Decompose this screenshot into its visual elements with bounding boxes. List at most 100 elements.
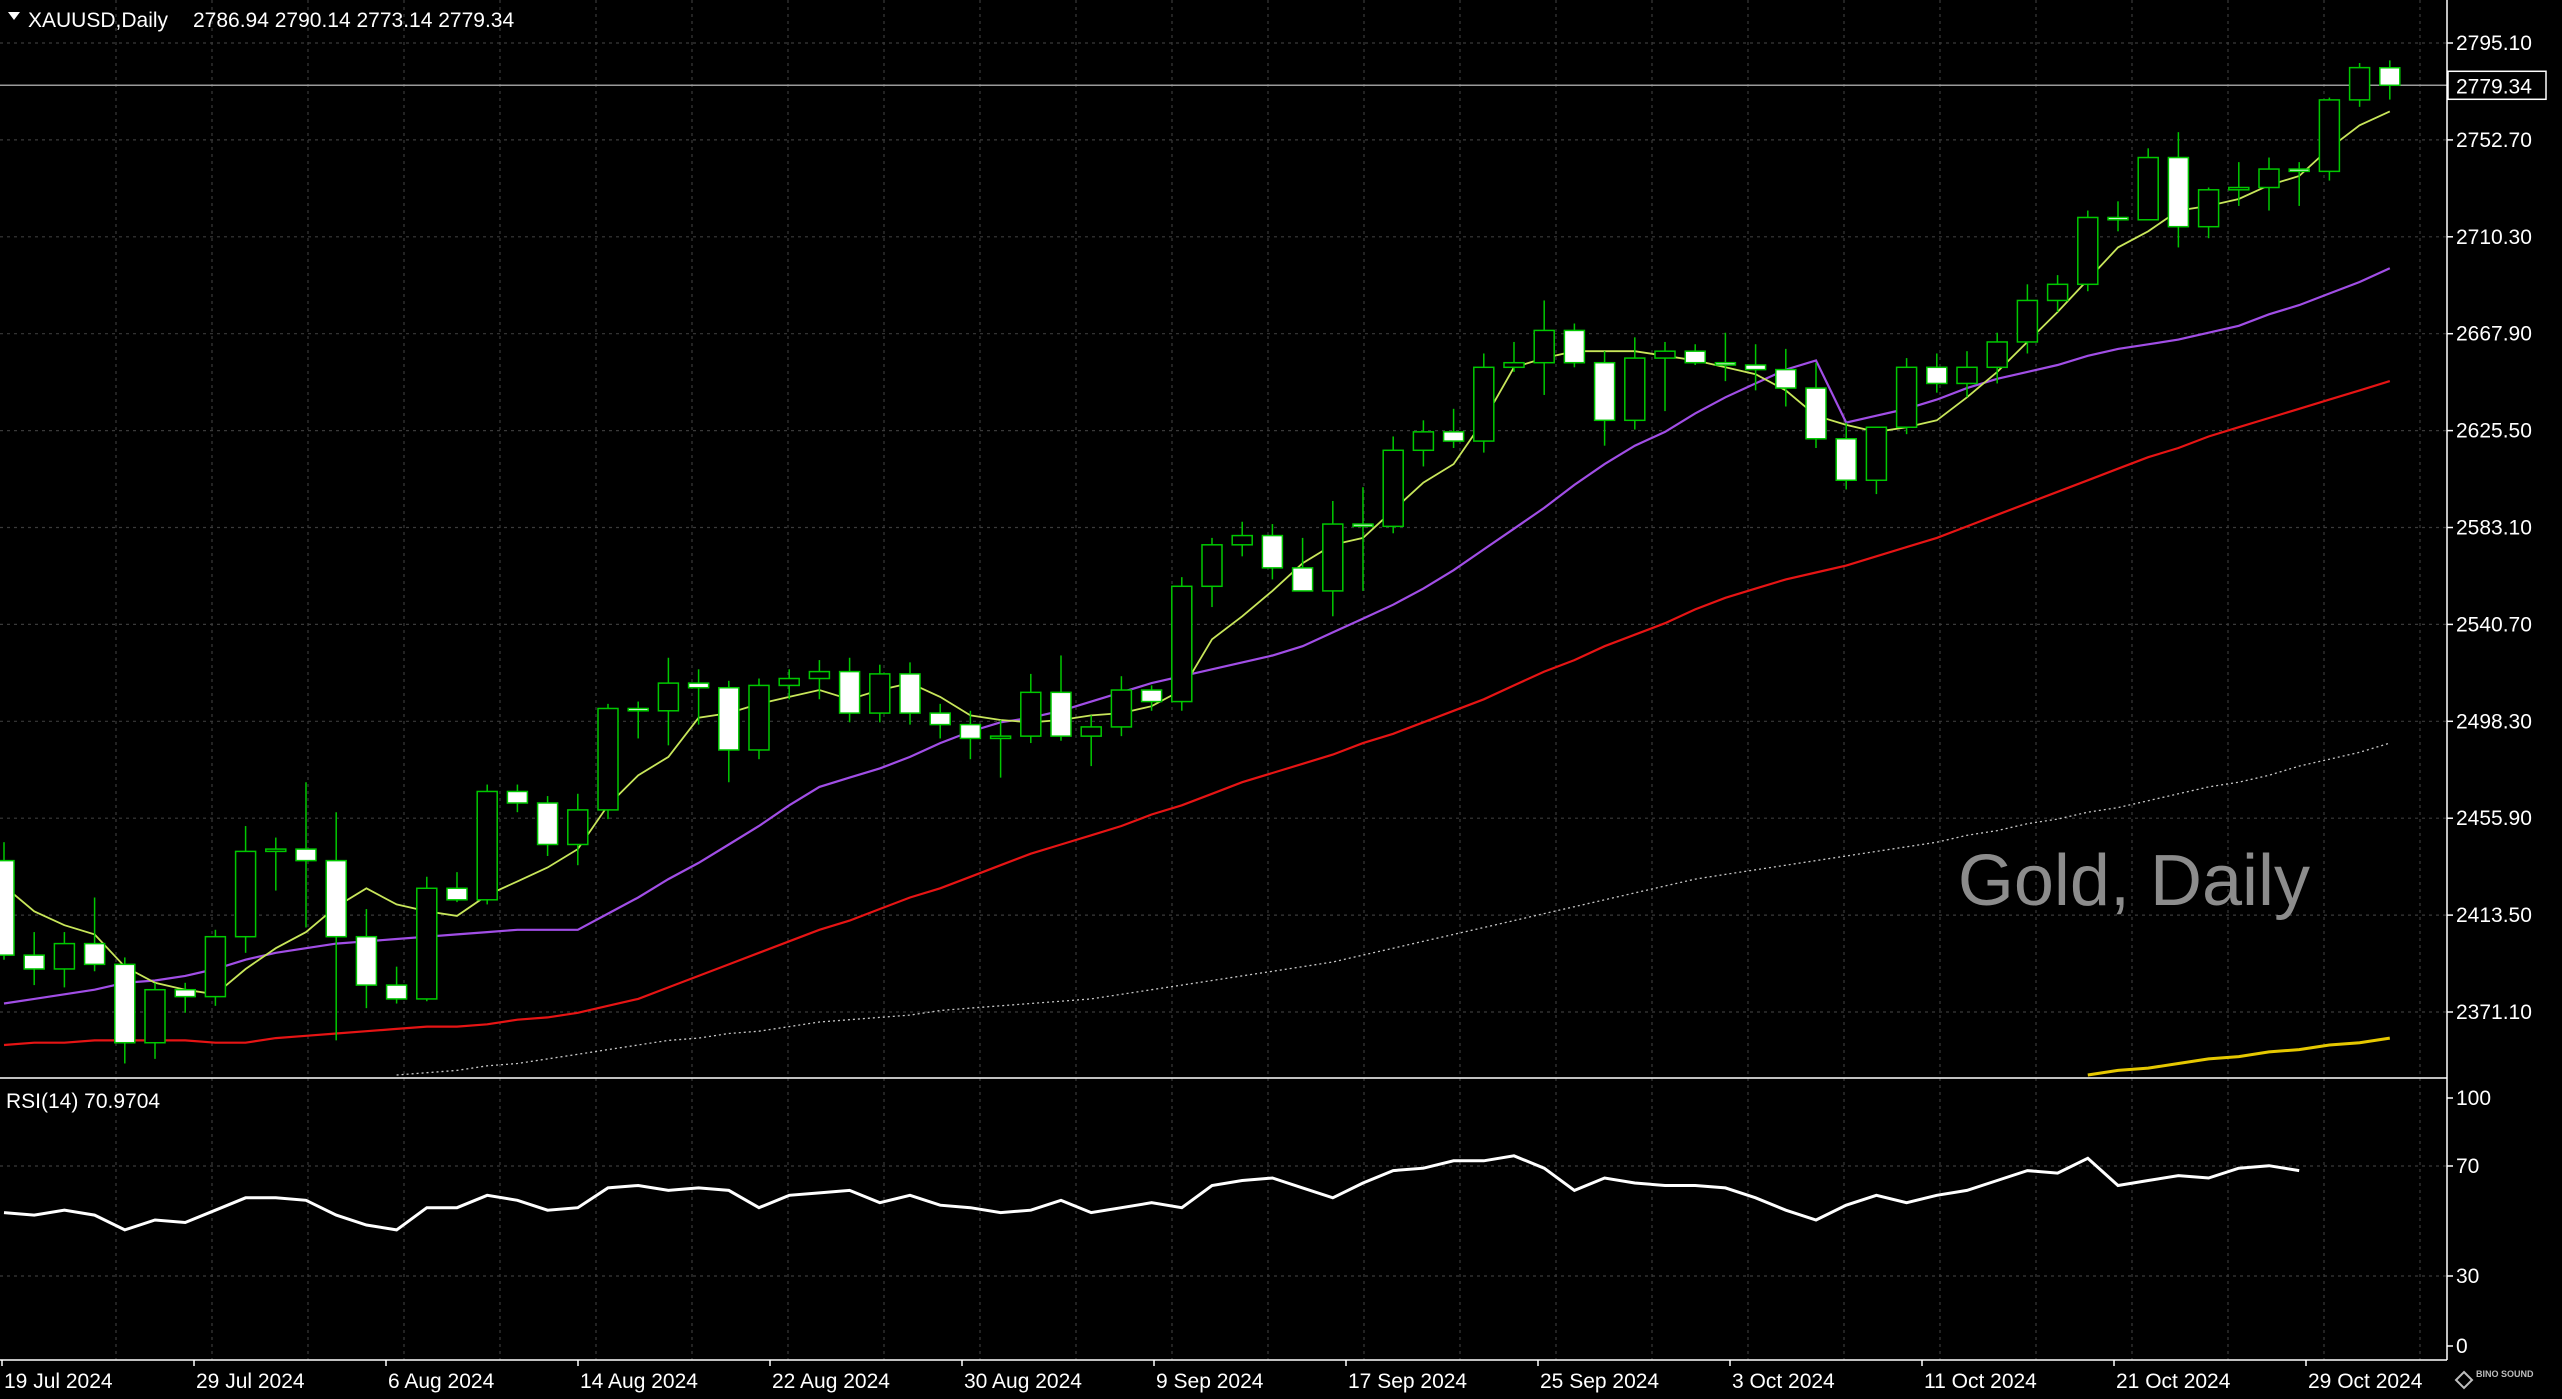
date-tick-label: 25 Sep 2024 bbox=[1540, 1370, 1659, 1393]
candle[interactable] bbox=[1020, 673, 1042, 744]
candle[interactable] bbox=[1473, 353, 1495, 453]
candle[interactable] bbox=[989, 720, 1012, 778]
candle[interactable] bbox=[53, 932, 76, 988]
candle[interactable] bbox=[265, 837, 287, 891]
candle[interactable] bbox=[234, 826, 257, 953]
rsi-panel[interactable] bbox=[3, 1154, 2300, 1232]
candle[interactable] bbox=[2379, 60, 2401, 100]
candle[interactable] bbox=[536, 796, 559, 857]
candle[interactable] bbox=[2228, 162, 2250, 206]
candle[interactable] bbox=[1382, 436, 1404, 534]
candle[interactable] bbox=[657, 657, 680, 746]
candle[interactable] bbox=[959, 710, 982, 760]
candle-body-bear bbox=[295, 848, 317, 862]
candle[interactable] bbox=[83, 897, 106, 972]
candle[interactable] bbox=[1714, 332, 1737, 382]
candle[interactable] bbox=[325, 812, 347, 1041]
candle[interactable] bbox=[1956, 351, 1978, 398]
candle[interactable] bbox=[597, 703, 619, 820]
candle[interactable] bbox=[385, 966, 408, 1004]
candle[interactable] bbox=[838, 657, 861, 723]
candle[interactable] bbox=[1080, 715, 1102, 767]
candle-body-bear bbox=[23, 954, 45, 970]
candle[interactable] bbox=[748, 678, 770, 760]
candle[interactable] bbox=[1352, 487, 1374, 591]
candle[interactable] bbox=[1986, 332, 2008, 384]
candle[interactable] bbox=[929, 703, 951, 739]
candle[interactable] bbox=[1412, 420, 1435, 467]
candle[interactable] bbox=[1261, 524, 1284, 580]
grid bbox=[0, 0, 2447, 1360]
candle[interactable] bbox=[2258, 157, 2280, 211]
candle-body-bull bbox=[2348, 66, 2371, 101]
candle[interactable] bbox=[1926, 353, 1948, 393]
candle[interactable] bbox=[23, 932, 45, 986]
candle-body-bear bbox=[1291, 567, 1314, 592]
candle[interactable] bbox=[567, 793, 589, 866]
candle[interactable] bbox=[808, 660, 831, 700]
candle[interactable] bbox=[1231, 521, 1253, 557]
candle[interactable] bbox=[1442, 408, 1465, 448]
candle-body-bear bbox=[325, 859, 347, 938]
candle[interactable] bbox=[295, 782, 317, 928]
candle[interactable] bbox=[144, 982, 166, 1059]
candle[interactable] bbox=[627, 701, 649, 739]
candle-body-bear bbox=[1442, 431, 1465, 442]
candle[interactable] bbox=[1291, 537, 1314, 592]
candle[interactable] bbox=[416, 876, 438, 1002]
candle[interactable] bbox=[2288, 162, 2310, 206]
candle-body-bull bbox=[2197, 189, 2220, 228]
candle[interactable] bbox=[1865, 426, 1888, 495]
candle[interactable] bbox=[446, 872, 468, 903]
dropdown-triangle-icon[interactable] bbox=[8, 12, 20, 20]
candle[interactable] bbox=[718, 680, 740, 783]
candle[interactable] bbox=[1744, 344, 1767, 391]
candle[interactable] bbox=[778, 669, 800, 700]
candle[interactable] bbox=[1140, 685, 1163, 711]
candle[interactable] bbox=[1201, 537, 1223, 608]
candle[interactable] bbox=[355, 909, 378, 1009]
candle[interactable] bbox=[1563, 323, 1586, 368]
candle[interactable] bbox=[2197, 187, 2220, 239]
candle[interactable] bbox=[1684, 344, 1706, 365]
candle[interactable] bbox=[1593, 351, 1616, 446]
candle-body-bull bbox=[567, 809, 589, 846]
candle[interactable] bbox=[174, 982, 196, 1013]
candle[interactable] bbox=[899, 662, 921, 725]
candle[interactable] bbox=[2107, 201, 2129, 232]
candle[interactable] bbox=[1503, 341, 1525, 372]
candle[interactable] bbox=[2077, 210, 2099, 292]
price-tick-label: 2667.90 bbox=[2456, 323, 2532, 346]
candle[interactable] bbox=[1322, 501, 1344, 617]
candle[interactable] bbox=[114, 957, 136, 1064]
logo: BINO SOUND bbox=[2454, 1369, 2534, 1390]
candle[interactable] bbox=[1805, 362, 1827, 448]
date-tick-label: 21 Oct 2024 bbox=[2116, 1370, 2231, 1393]
candle[interactable] bbox=[1171, 577, 1193, 711]
candle[interactable] bbox=[1895, 358, 1918, 435]
candle[interactable] bbox=[506, 784, 529, 813]
candle[interactable] bbox=[0, 842, 15, 960]
candle[interactable] bbox=[869, 664, 891, 723]
candle[interactable] bbox=[2046, 275, 2069, 312]
candle[interactable] bbox=[2318, 97, 2341, 181]
candle-body-bull bbox=[1171, 585, 1193, 703]
candle[interactable] bbox=[2167, 132, 2190, 248]
candle[interactable] bbox=[476, 784, 498, 905]
candle[interactable] bbox=[2137, 148, 2159, 221]
candle[interactable] bbox=[2016, 284, 2039, 354]
candles[interactable] bbox=[0, 60, 2401, 1064]
ma-200-line bbox=[396, 742, 2390, 1076]
candle[interactable] bbox=[204, 929, 227, 1006]
candle[interactable] bbox=[1624, 337, 1646, 430]
candle[interactable] bbox=[1775, 348, 1797, 407]
candle[interactable] bbox=[1050, 655, 1072, 741]
candle[interactable] bbox=[1533, 300, 1555, 395]
candle[interactable] bbox=[2348, 63, 2371, 107]
candle[interactable] bbox=[1654, 341, 1676, 412]
candle[interactable] bbox=[1110, 676, 1133, 737]
candle[interactable] bbox=[1835, 422, 1857, 490]
candle[interactable] bbox=[687, 669, 710, 725]
chart-header: XAUUSD,Daily 2786.94 2790.14 2773.14 277… bbox=[8, 9, 514, 32]
